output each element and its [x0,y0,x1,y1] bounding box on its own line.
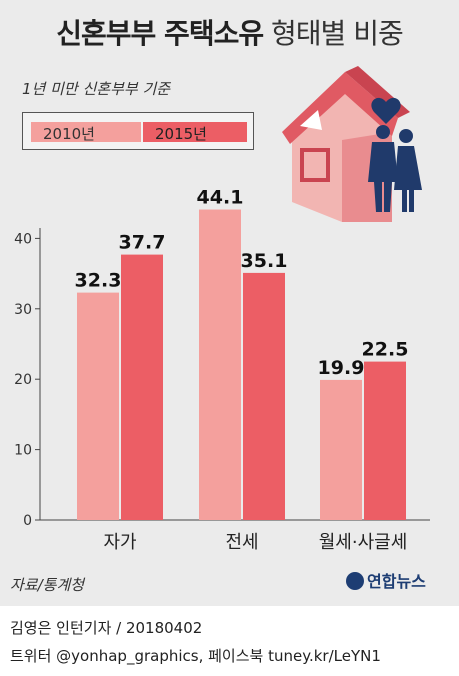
data-label-1-series-1: 35.1 [241,250,288,272]
data-label-2-series-0: 19.9 [318,357,365,379]
category-label-1: 전세 [225,532,258,553]
legend: 2010년 2015년 [22,112,254,150]
credit-line-2: 트위터 @yonhap_graphics, 페이스북 tuney.kr/LeYN… [10,647,381,665]
y-tick-label-40: 40 [14,231,32,247]
category-label-2: 월세·사글세 [319,532,408,553]
chart-subtitle: 1년 미만 신혼부부 기준 [22,80,171,98]
y-tick-label-30: 30 [14,302,32,318]
bar-1-series-0 [199,209,241,520]
credit-line-1: 김영은 인턴기자 / 20180402 [10,619,203,637]
bar-2-series-1 [364,361,406,520]
data-label-0-series-1: 37.7 [119,232,166,254]
data-label-1-series-0: 44.1 [197,187,244,209]
yonhap-logo-icon [346,572,364,590]
bar-1-series-1 [243,272,285,520]
couple-icon [368,97,422,212]
source-label: 자료/통계청 [10,576,85,594]
title-light: 형태별 비중 [271,17,404,50]
yonhap-logo-text: 연합뉴스 [367,572,426,591]
category-label-0: 자가 [103,532,136,553]
y-tick-label-20: 20 [14,372,32,388]
chart-title: 신혼부부 주택소유 형태별 비중 [0,12,459,52]
yonhap-logo: 연합뉴스 [346,568,426,592]
bar-chart: 0 10 20 30 40 32.3 37.7 자가 44.1 35.1 전세 19.922.5 월세·… [14,187,430,553]
legend-swatch-2010 [31,122,141,142]
legend-swatch-2015 [143,122,247,142]
y-tick-label-0: 0 [23,513,32,529]
bar-0-series-1 [121,254,163,521]
legend-label-2010: 2010년 [43,125,95,143]
legend-label-2015: 2015년 [155,125,207,143]
data-label-2-series-1: 22.5 [362,339,409,361]
data-label-0-series-0: 32.3 [75,270,122,292]
y-tick-label-10: 10 [14,443,32,459]
bar-2-series-0 [320,379,362,520]
title-bold: 신혼부부 주택소유 [56,17,264,50]
house-with-couple-icon [282,66,422,222]
bar-0-series-0 [77,292,119,520]
